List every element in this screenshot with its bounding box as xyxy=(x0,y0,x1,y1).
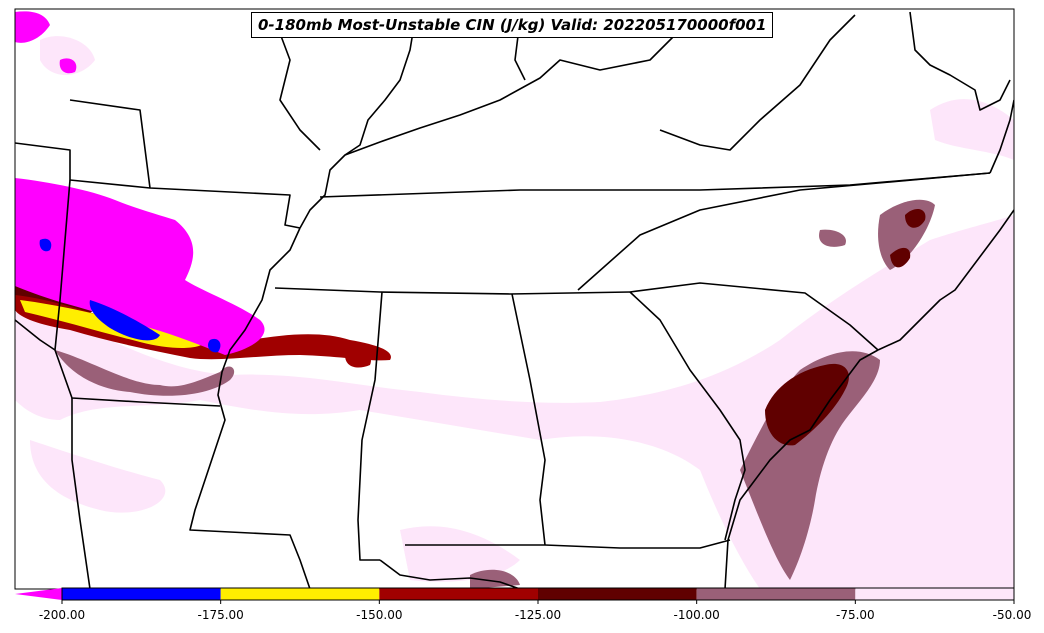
colorbar-under-extension xyxy=(15,588,62,600)
cin-field-magenta xyxy=(15,11,265,355)
cin-field-red xyxy=(15,295,391,368)
colorbar-bin-0 xyxy=(62,588,221,600)
colorbar-tick-label: -200.00 xyxy=(38,608,86,622)
colorbar-bin-2 xyxy=(379,588,538,600)
colorbar-tick-label: -75.00 xyxy=(835,608,875,622)
colorbar-bin-5 xyxy=(855,588,1014,600)
colorbar-tick-label: -50.00 xyxy=(992,608,1032,622)
colorbar-bin-1 xyxy=(220,588,380,600)
colorbar-bin-3 xyxy=(538,588,697,600)
colorbar-bin-4 xyxy=(696,588,856,600)
state-boundaries xyxy=(15,11,1014,589)
colorbar-tick-label: -100.00 xyxy=(673,608,720,622)
cin-field-blue xyxy=(39,238,221,353)
colorbar-tick-label: -175.00 xyxy=(197,608,244,622)
colorbar-tick-label: -150.00 xyxy=(356,608,403,622)
colorbar-tick-label: -125.00 xyxy=(514,608,562,622)
colorbar xyxy=(15,587,1015,604)
map-title: 0-180mb Most-Unstable CIN (J/kg) Valid: … xyxy=(251,12,774,38)
